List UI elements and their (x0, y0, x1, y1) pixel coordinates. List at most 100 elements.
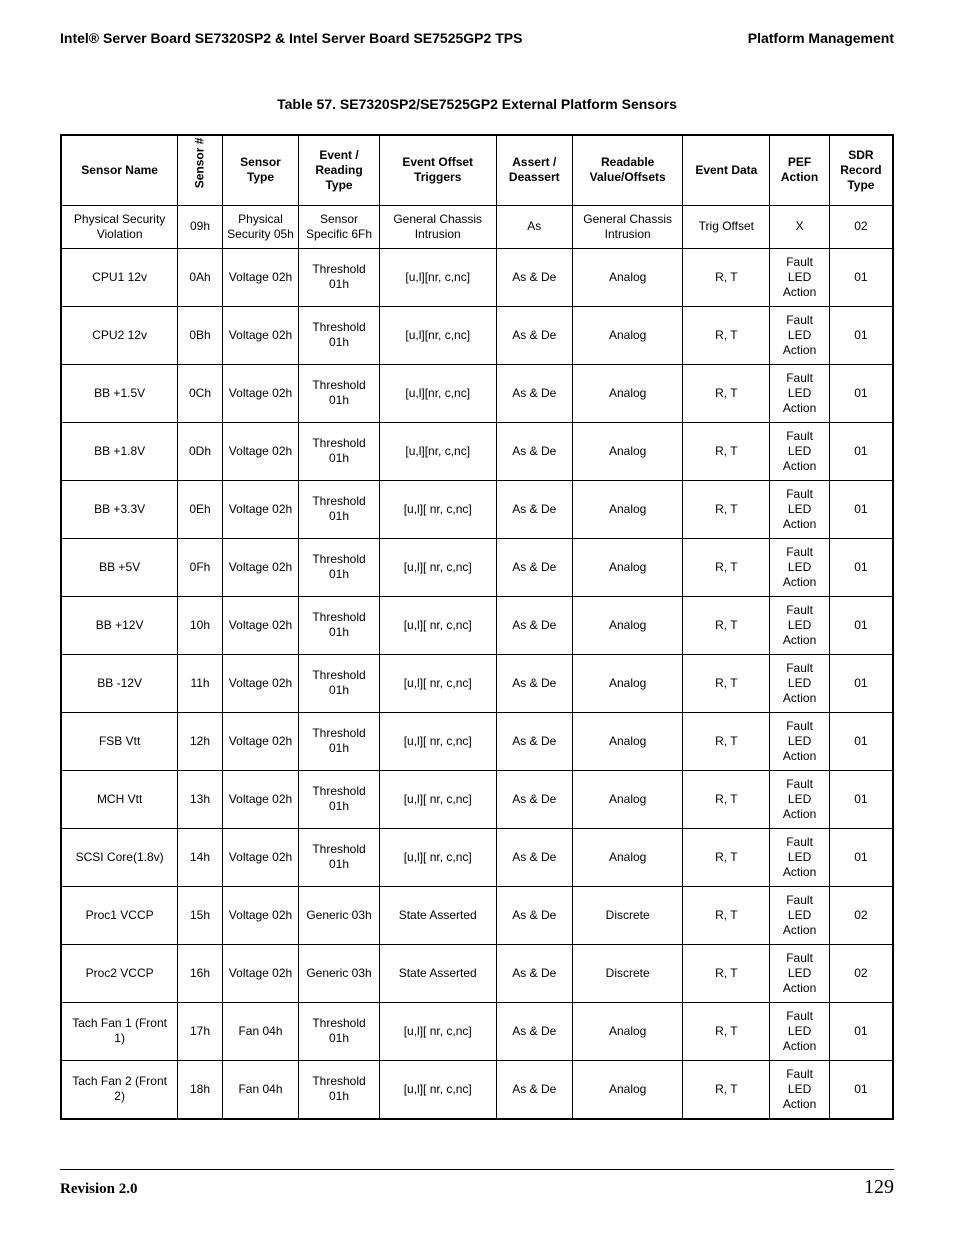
footer-page-number: 129 (864, 1176, 894, 1199)
table-cell: Tach Fan 2 (Front 2) (61, 1060, 178, 1119)
table-cell: R, T (683, 596, 770, 654)
table-cell: 18h (178, 1060, 223, 1119)
table-cell: [u,l][ nr, c,nc] (379, 538, 496, 596)
table-cell: Fault LED Action (770, 712, 829, 770)
col-readable-value-offsets: Readable Value/Offsets (572, 135, 682, 205)
table-cell: Analog (572, 770, 682, 828)
table-cell: Physical Security Violation (61, 205, 178, 248)
table-cell: Fault LED Action (770, 364, 829, 422)
table-cell: R, T (683, 364, 770, 422)
col-event-data: Event Data (683, 135, 770, 205)
table-cell: Threshold 01h (299, 654, 380, 712)
table-cell: 01 (829, 1002, 893, 1060)
table-cell: [u,l][nr, c,nc] (379, 422, 496, 480)
table-cell: 02 (829, 944, 893, 1002)
table-cell: As & De (496, 944, 572, 1002)
table-cell: Fault LED Action (770, 596, 829, 654)
header-right: Platform Management (748, 30, 894, 46)
table-cell: As & De (496, 248, 572, 306)
table-cell: 01 (829, 422, 893, 480)
table-row: MCH Vtt13hVoltage 02hThreshold 01h[u,l][… (61, 770, 893, 828)
table-cell: As & De (496, 480, 572, 538)
table-cell: As & De (496, 828, 572, 886)
table-cell: Fault LED Action (770, 886, 829, 944)
table-cell: Voltage 02h (222, 538, 298, 596)
table-cell: Threshold 01h (299, 596, 380, 654)
table-cell: Analog (572, 712, 682, 770)
table-cell: [u,l][ nr, c,nc] (379, 770, 496, 828)
table-cell: Voltage 02h (222, 422, 298, 480)
table-cell: 09h (178, 205, 223, 248)
table-cell: 02 (829, 886, 893, 944)
table-cell: Fault LED Action (770, 770, 829, 828)
table-cell: Threshold 01h (299, 538, 380, 596)
table-cell: As & De (496, 306, 572, 364)
table-cell: Proc1 VCCP (61, 886, 178, 944)
table-cell: Sensor Specific 6Fh (299, 205, 380, 248)
sensor-table: Sensor Name Sensor # Sensor Type Event /… (60, 134, 894, 1120)
table-cell: 01 (829, 596, 893, 654)
table-cell: Generic 03h (299, 944, 380, 1002)
table-cell: Fan 04h (222, 1060, 298, 1119)
col-event-reading-type: Event / Reading Type (299, 135, 380, 205)
table-cell: R, T (683, 828, 770, 886)
col-sensor-type: Sensor Type (222, 135, 298, 205)
table-cell: Analog (572, 1060, 682, 1119)
table-cell: 01 (829, 654, 893, 712)
table-cell: General Chassis Intrusion (379, 205, 496, 248)
table-cell: [u,l][ nr, c,nc] (379, 1060, 496, 1119)
table-caption: Table 57. SE7320SP2/SE7525GP2 External P… (60, 96, 894, 112)
footer-revision: Revision 2.0 (60, 1181, 138, 1198)
table-cell: Analog (572, 596, 682, 654)
table-cell: Fault LED Action (770, 422, 829, 480)
table-cell: [u,l][nr, c,nc] (379, 248, 496, 306)
table-cell: R, T (683, 1002, 770, 1060)
table-cell: 0Bh (178, 306, 223, 364)
table-cell: BB -12V (61, 654, 178, 712)
table-cell: 01 (829, 538, 893, 596)
table-cell: CPU2 12v (61, 306, 178, 364)
table-cell: 0Eh (178, 480, 223, 538)
table-cell: Proc2 VCCP (61, 944, 178, 1002)
table-cell: Threshold 01h (299, 770, 380, 828)
table-row: Tach Fan 1 (Front 1)17hFan 04hThreshold … (61, 1002, 893, 1060)
table-row: BB +12V10hVoltage 02hThreshold 01h[u,l][… (61, 596, 893, 654)
table-cell: R, T (683, 422, 770, 480)
table-cell: As & De (496, 596, 572, 654)
page-footer: Revision 2.0 129 (60, 1169, 894, 1199)
table-cell: [u,l][ nr, c,nc] (379, 712, 496, 770)
table-header: Sensor Name Sensor # Sensor Type Event /… (61, 135, 893, 205)
table-cell: [u,l][ nr, c,nc] (379, 596, 496, 654)
table-row: Proc2 VCCP16hVoltage 02hGeneric 03hState… (61, 944, 893, 1002)
table-body: Physical Security Violation09hPhysical S… (61, 205, 893, 1119)
table-cell: As & De (496, 422, 572, 480)
table-cell: Voltage 02h (222, 712, 298, 770)
table-cell: Fault LED Action (770, 248, 829, 306)
table-row: BB +1.8V0DhVoltage 02hThreshold 01h[u,l]… (61, 422, 893, 480)
table-cell: As & De (496, 654, 572, 712)
table-cell: As & De (496, 770, 572, 828)
table-cell: Threshold 01h (299, 1060, 380, 1119)
header-left: Intel® Server Board SE7320SP2 & Intel Se… (60, 30, 522, 46)
table-row: SCSI Core(1.8v)14hVoltage 02hThreshold 0… (61, 828, 893, 886)
table-cell: 0Ch (178, 364, 223, 422)
table-cell: R, T (683, 538, 770, 596)
table-cell: Fault LED Action (770, 480, 829, 538)
table-cell: Fan 04h (222, 1002, 298, 1060)
table-cell: 10h (178, 596, 223, 654)
table-cell: [u,l][ nr, c,nc] (379, 828, 496, 886)
table-cell: 13h (178, 770, 223, 828)
table-row: CPU1 12v0AhVoltage 02hThreshold 01h[u,l]… (61, 248, 893, 306)
table-cell: CPU1 12v (61, 248, 178, 306)
table-cell: General Chassis Intrusion (572, 205, 682, 248)
table-cell: Tach Fan 1 (Front 1) (61, 1002, 178, 1060)
table-row: BB -12V11hVoltage 02hThreshold 01h[u,l][… (61, 654, 893, 712)
table-cell: Fault LED Action (770, 828, 829, 886)
table-row: BB +3.3V0EhVoltage 02hThreshold 01h[u,l]… (61, 480, 893, 538)
table-cell: R, T (683, 712, 770, 770)
table-cell: [u,l][ nr, c,nc] (379, 1002, 496, 1060)
table-cell: Fault LED Action (770, 538, 829, 596)
table-cell: Voltage 02h (222, 364, 298, 422)
table-cell: Voltage 02h (222, 886, 298, 944)
table-cell: MCH Vtt (61, 770, 178, 828)
